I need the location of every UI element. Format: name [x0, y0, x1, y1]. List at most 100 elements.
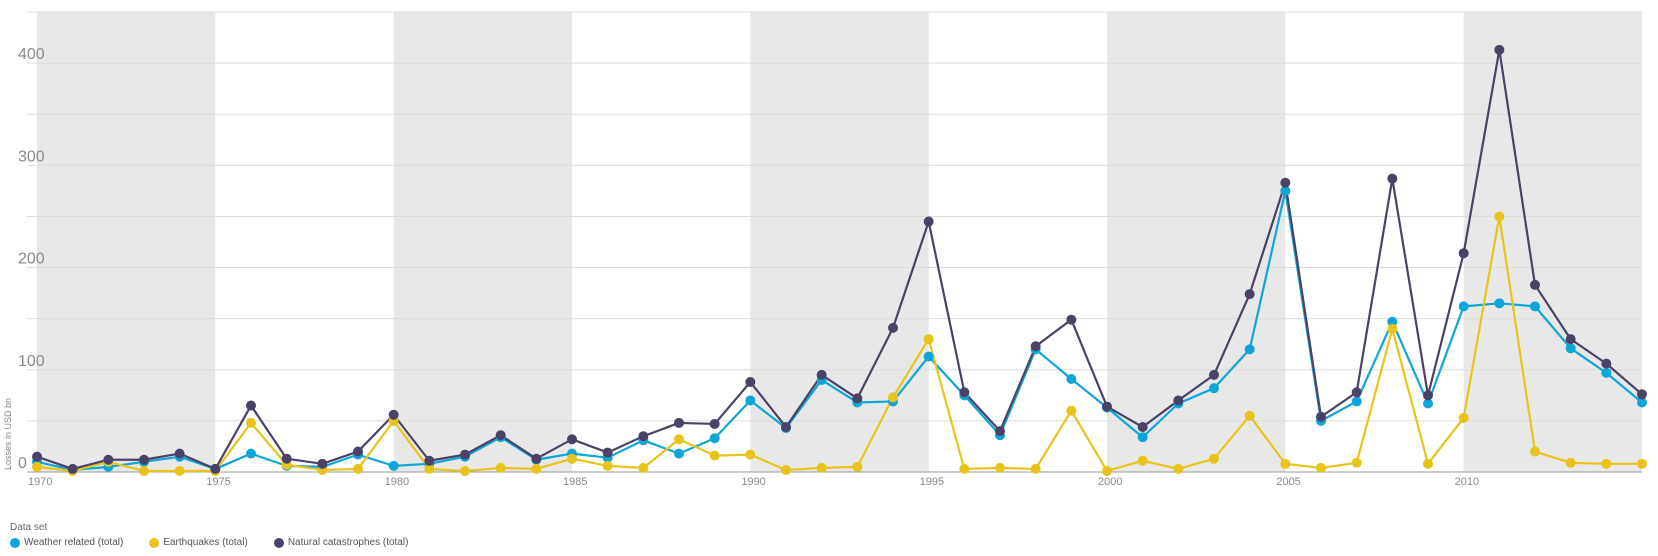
data-point[interactable] [602, 447, 613, 458]
data-point[interactable] [1244, 344, 1255, 355]
data-point[interactable] [1244, 410, 1255, 421]
data-point[interactable] [959, 463, 970, 474]
data-point[interactable] [1601, 367, 1612, 378]
data-point[interactable] [495, 462, 506, 473]
data-point[interactable] [1209, 453, 1219, 464]
data-point[interactable] [1030, 341, 1041, 352]
data-point[interactable] [1316, 462, 1326, 473]
data-point[interactable] [531, 463, 542, 474]
data-point[interactable] [1102, 465, 1112, 476]
data-point[interactable] [32, 451, 42, 462]
data-point[interactable] [1209, 383, 1219, 394]
data-point[interactable] [1102, 401, 1112, 412]
data-point[interactable] [1280, 458, 1291, 469]
data-point[interactable] [1601, 458, 1612, 469]
data-point[interactable] [1423, 398, 1433, 409]
data-point[interactable] [1494, 44, 1505, 55]
legend-item[interactable]: Earthquakes (total) [149, 537, 248, 548]
data-point[interactable] [424, 463, 435, 474]
data-point[interactable] [1137, 422, 1148, 433]
data-point[interactable] [1030, 463, 1041, 474]
data-point[interactable] [1137, 455, 1148, 466]
data-point[interactable] [1280, 177, 1291, 188]
data-point[interactable] [745, 377, 756, 388]
data-point[interactable] [1601, 358, 1612, 369]
data-point[interactable] [1530, 279, 1540, 290]
data-point[interactable] [781, 464, 791, 475]
data-point[interactable] [923, 334, 934, 345]
data-point[interactable] [816, 369, 827, 380]
data-point[interactable] [674, 417, 684, 428]
data-point[interactable] [210, 463, 221, 474]
data-point[interactable] [995, 426, 1005, 437]
data-point[interactable] [353, 463, 363, 474]
data-point[interactable] [246, 400, 256, 411]
data-point[interactable] [495, 430, 506, 441]
data-point[interactable] [460, 449, 470, 460]
data-point[interactable] [1351, 457, 1362, 468]
data-point[interactable] [1351, 387, 1362, 398]
data-point[interactable] [32, 461, 42, 472]
data-point[interactable] [781, 422, 791, 433]
data-point[interactable] [709, 418, 720, 429]
data-point[interactable] [424, 455, 435, 466]
data-point[interactable] [1351, 396, 1362, 407]
data-point[interactable] [1423, 458, 1433, 469]
data-point[interactable] [317, 458, 328, 469]
data-point[interactable] [674, 448, 684, 459]
data-point[interactable] [816, 462, 827, 473]
data-point[interactable] [1066, 373, 1077, 384]
data-point[interactable] [745, 395, 756, 406]
data-point[interactable] [638, 431, 649, 442]
data-point[interactable] [888, 322, 898, 333]
data-point[interactable] [281, 453, 292, 464]
data-point[interactable] [1173, 395, 1184, 406]
data-point[interactable] [1066, 405, 1077, 416]
data-point[interactable] [709, 450, 720, 461]
data-point[interactable] [1280, 185, 1291, 196]
data-point[interactable] [246, 448, 256, 459]
data-point[interactable] [388, 409, 399, 420]
data-point[interactable] [460, 465, 470, 476]
data-point[interactable] [674, 434, 684, 445]
data-point[interactable] [1530, 446, 1540, 457]
data-point[interactable] [1387, 173, 1398, 184]
data-point[interactable] [353, 446, 363, 457]
data-point[interactable] [852, 393, 863, 404]
data-point[interactable] [1458, 301, 1469, 312]
data-point[interactable] [174, 465, 185, 476]
data-point[interactable] [888, 392, 898, 403]
data-point[interactable] [1387, 323, 1398, 334]
data-point[interactable] [1637, 458, 1647, 469]
data-point[interactable] [1173, 463, 1184, 474]
data-point[interactable] [1637, 389, 1647, 400]
data-point[interactable] [103, 454, 114, 465]
data-point[interactable] [1494, 298, 1505, 309]
data-point[interactable] [139, 465, 149, 476]
data-point[interactable] [1637, 397, 1647, 408]
data-point[interactable] [1137, 432, 1148, 443]
legend-item[interactable]: Weather related (total) [10, 537, 123, 548]
data-point[interactable] [67, 463, 78, 474]
data-point[interactable] [923, 216, 934, 227]
data-point[interactable] [1209, 369, 1219, 380]
legend-item[interactable]: Natural catastrophes (total) [273, 537, 408, 548]
data-point[interactable] [923, 351, 934, 362]
data-point[interactable] [531, 453, 542, 464]
data-point[interactable] [1387, 316, 1398, 327]
data-point[interactable] [745, 449, 756, 460]
data-point[interactable] [1458, 248, 1469, 259]
data-point[interactable] [602, 460, 613, 471]
data-point[interactable] [1066, 314, 1077, 325]
data-point[interactable] [709, 433, 720, 444]
data-point[interactable] [852, 461, 863, 472]
data-point[interactable] [959, 387, 970, 398]
data-point[interactable] [1316, 411, 1326, 422]
data-point[interactable] [1565, 343, 1576, 354]
data-point[interactable] [1494, 211, 1505, 222]
data-point[interactable] [1565, 334, 1576, 345]
data-point[interactable] [1530, 301, 1540, 312]
data-point[interactable] [1244, 289, 1255, 300]
data-point[interactable] [567, 453, 577, 464]
data-point[interactable] [1565, 457, 1576, 468]
